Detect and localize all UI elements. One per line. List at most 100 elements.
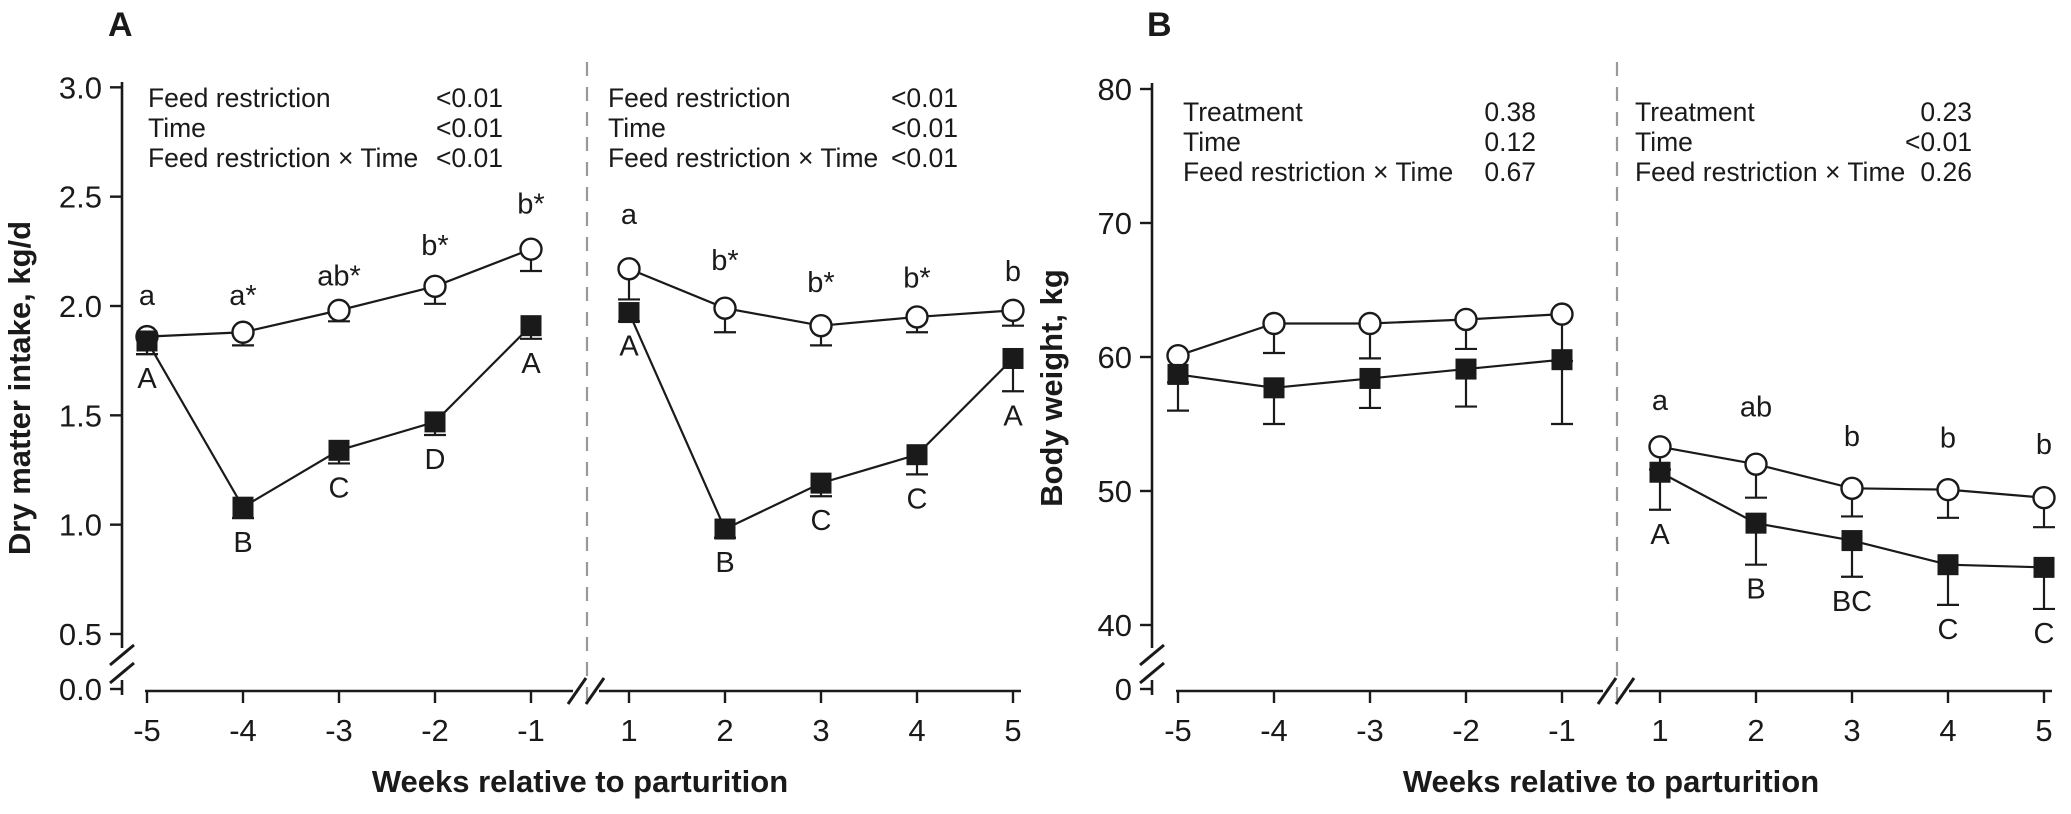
open-circle-marker xyxy=(809,313,833,338)
filled-square-marker xyxy=(1745,512,1767,534)
subpanel-postpartum: Feed restriction <0.01 Time <0.01 Feed restr… xyxy=(608,83,1025,579)
stat-p-value: <0.01 xyxy=(436,113,503,143)
stat-p-value: <0.01 xyxy=(436,143,503,173)
open-circle-marker xyxy=(713,296,737,320)
y-tick-label: 3.0 xyxy=(59,70,102,105)
x-axis-break-mark xyxy=(1614,677,1636,705)
open-circle-marker xyxy=(1358,311,1382,336)
significance-letter: a xyxy=(1652,385,1669,417)
y-tick-label: 2.5 xyxy=(59,180,102,215)
x-tick-label: 3 xyxy=(812,713,829,748)
significance-letter: BC xyxy=(1832,586,1872,618)
significance-letter: ab* xyxy=(317,260,361,292)
filled-square-marker xyxy=(1455,358,1477,380)
x-axis-title: Weeks relative to parturition xyxy=(372,764,788,799)
y-tick-label: 0 xyxy=(1115,672,1132,707)
stat-p-value: 0.26 xyxy=(1920,157,1972,187)
open-circle-marker xyxy=(1001,298,1025,323)
significance-letter: b* xyxy=(421,230,448,262)
open-circle-marker xyxy=(1166,343,1190,368)
significance-letter: ab xyxy=(1740,392,1772,424)
x-tick-label: 2 xyxy=(1747,713,1764,748)
x-tick-label: 5 xyxy=(2035,713,2052,748)
significance-letter: b xyxy=(1844,421,1860,453)
filled-square-marker xyxy=(1359,367,1381,389)
filled-square-marker xyxy=(2033,556,2055,578)
x-tick-label: -5 xyxy=(133,713,161,748)
x-tick-label: -1 xyxy=(1548,713,1576,748)
significance-letter: b* xyxy=(903,263,930,295)
x-axis-break-mark xyxy=(566,677,588,705)
stat-label: Time xyxy=(608,113,666,143)
significance-letter: A xyxy=(619,330,639,362)
significance-letter: a xyxy=(621,199,638,231)
panel-A: A 0.0 0.5 1.0 1.5 2.0 2.5 3.0 -5 -4 -3 -2 -1 1 2 3 4 5 Wee… xyxy=(2,6,1025,799)
stat-p-value: 0.67 xyxy=(1484,157,1536,187)
x-tick-label: -2 xyxy=(421,713,449,748)
y-axis-title: Dry matter intake, kg/d xyxy=(2,221,37,555)
significance-letter: C xyxy=(329,472,350,504)
x-tick-label: -4 xyxy=(229,713,257,748)
stat-label: Treatment xyxy=(1635,97,1755,127)
x-axis-break-mark xyxy=(584,677,606,705)
stat-p-value: <0.01 xyxy=(891,143,958,173)
x-tick-label: 1 xyxy=(620,713,637,748)
significance-letter: b* xyxy=(807,267,834,299)
significance-letter: B xyxy=(715,547,734,579)
stat-label: Time xyxy=(148,113,206,143)
filled-square-series: A B BC C C xyxy=(1649,461,2055,650)
stat-label: Feed restriction × Time xyxy=(608,143,878,173)
y-tick-label: 50 xyxy=(1098,474,1132,509)
x-tick-label: -3 xyxy=(1356,713,1384,748)
y-tick-label: 1.0 xyxy=(59,508,102,543)
filled-square-marker xyxy=(714,518,736,540)
open-circle-marker xyxy=(2032,486,2056,510)
stat-p-value: <0.01 xyxy=(891,83,958,113)
significance-letter: A xyxy=(1003,400,1023,432)
significance-letter: b* xyxy=(711,245,738,277)
open-circle-marker xyxy=(519,237,543,261)
open-circle-marker xyxy=(423,274,447,299)
filled-square-series: A B C C A xyxy=(618,302,1024,579)
significance-letter: A xyxy=(521,348,541,380)
y-tick-label: 80 xyxy=(1098,72,1132,107)
filled-square-marker xyxy=(810,472,832,494)
x-tick-label: -1 xyxy=(517,713,545,748)
open-circle-marker xyxy=(1840,476,1864,501)
significance-letter: B xyxy=(1746,574,1765,606)
stat-p-value: <0.01 xyxy=(1905,127,1972,157)
x-tick-label: -5 xyxy=(1164,713,1192,748)
stat-label: Feed restriction xyxy=(148,83,331,113)
x-tick-label: -4 xyxy=(1260,713,1288,748)
significance-letter: C xyxy=(811,505,832,537)
significance-letter: D xyxy=(425,444,446,476)
x-tick-label: 4 xyxy=(1939,713,1956,748)
y-tick-label: 70 xyxy=(1098,206,1132,241)
x-tick-label: 4 xyxy=(908,713,925,748)
significance-letter: A xyxy=(137,363,157,395)
significance-letter: b* xyxy=(517,188,544,220)
x-tick-label: 1 xyxy=(1651,713,1668,748)
stat-label: Feed restriction xyxy=(608,83,791,113)
filled-square-marker xyxy=(618,302,640,324)
y-tick-label: 40 xyxy=(1098,608,1132,643)
stat-p-value: 0.23 xyxy=(1920,97,1972,127)
stat-p-value: <0.01 xyxy=(891,113,958,143)
stat-label: Time xyxy=(1635,127,1693,157)
stat-label: Treatment xyxy=(1183,97,1303,127)
filled-square-marker xyxy=(520,315,542,337)
significance-letter: C xyxy=(2034,618,2055,650)
stat-p-value: 0.38 xyxy=(1484,97,1536,127)
significance-letter: b xyxy=(1005,256,1021,288)
x-tick-label: 3 xyxy=(1843,713,1860,748)
x-axis-break-mark xyxy=(1596,677,1618,705)
stat-label: Time xyxy=(1183,127,1241,157)
significance-letter: C xyxy=(1938,614,1959,646)
y-axis-break-mark xyxy=(109,643,135,667)
y-tick-label: 0.0 xyxy=(59,672,102,707)
panel-label: A xyxy=(108,6,133,44)
filled-square-series xyxy=(1167,349,1573,426)
stat-p-value: <0.01 xyxy=(436,83,503,113)
